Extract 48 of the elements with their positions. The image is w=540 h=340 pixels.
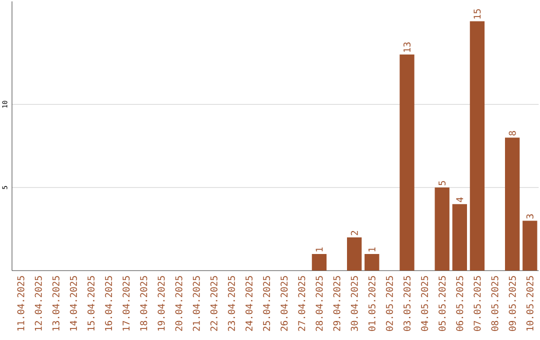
x-tick-label: 10.05.2025 (526, 276, 534, 330)
data-label: 15 (474, 9, 481, 19)
x-tick-label: 18.04.2025 (140, 276, 148, 330)
x-tick-label: 21.04.2025 (192, 276, 200, 331)
x-tick-label: 15.04.2025 (87, 276, 95, 330)
x-tick-label: 20.04.2025 (175, 276, 182, 331)
x-tick-label: 23.04.2025 (228, 276, 235, 331)
x-tick-label: 08.05.2025 (491, 276, 498, 331)
bar (505, 138, 520, 271)
x-tick-label: 26.04.2025 (280, 276, 288, 331)
x-tick-label: 05.05.2025 (438, 276, 446, 331)
data-label: 5 (438, 181, 446, 186)
x-tick-label: 22.04.2025 (210, 276, 218, 331)
bar (470, 21, 485, 271)
x-tick-label: 16.04.2025 (105, 276, 112, 330)
x-tick-label: 30.04.2025 (350, 276, 358, 331)
data-label: 13 (403, 42, 411, 52)
data-label: 8 (508, 131, 516, 136)
x-tick-label: 07.05.2025 (474, 276, 481, 331)
x-tick-label: 25.04.2025 (263, 276, 270, 331)
x-tick-label: 02.05.2025 (386, 276, 393, 331)
x-tick-label: 03.05.2025 (403, 276, 411, 331)
x-tick-label: 29.04.2025 (333, 276, 340, 331)
x-tick-label: 01.05.2025 (368, 276, 376, 331)
x-tick-label: 12.04.2025 (34, 276, 42, 330)
data-label: 3 (526, 214, 534, 219)
data-label: 2 (350, 230, 358, 236)
bar (312, 254, 327, 271)
x-tick-label: 06.05.2025 (456, 276, 464, 331)
bar (434, 188, 450, 271)
x-tick-label: 14.04.2025 (70, 276, 77, 330)
x-tick-label: 13.04.2025 (52, 276, 60, 330)
x-tick-label: 11.04.2025 (17, 276, 24, 330)
data-label: 1 (316, 247, 323, 252)
x-tick-label: 09.05.2025 (508, 276, 516, 331)
x-tick-label: 27.04.2025 (298, 276, 306, 331)
x-tick-label: 17.04.2025 (122, 276, 130, 330)
data-label: 1 (368, 247, 376, 252)
bar (452, 204, 467, 271)
bar (522, 220, 538, 271)
bar (364, 254, 380, 271)
bar (347, 237, 362, 271)
x-tick-label: 28.04.2025 (316, 276, 323, 331)
x-tick-label: 24.04.2025 (245, 276, 253, 331)
x-tick-label: 19.04.2025 (158, 276, 165, 330)
x-tick-label: 04.05.2025 (421, 276, 428, 331)
data-label: 4 (456, 197, 464, 202)
bar (400, 54, 414, 271)
